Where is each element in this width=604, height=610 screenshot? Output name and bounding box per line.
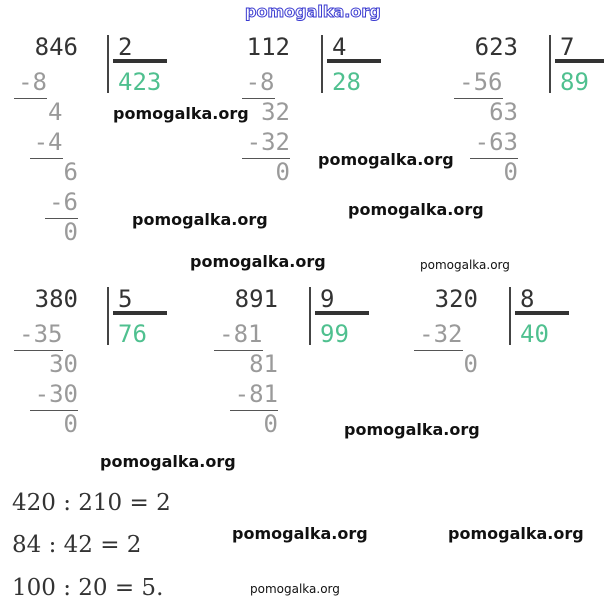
- quotient: 28: [332, 68, 361, 96]
- division-bar: [309, 287, 311, 345]
- watermark: pomogalka.org: [232, 524, 368, 543]
- divisor-underline: [327, 59, 381, 63]
- watermark: pomogalka.org: [344, 420, 480, 439]
- watermark: pomogalka.org: [100, 452, 236, 471]
- watermark: pomogalka.org: [250, 582, 340, 596]
- remainder: 0: [463, 350, 478, 378]
- divisor: 8: [520, 285, 535, 313]
- divisor: 7: [560, 33, 575, 61]
- remainder: 81: [249, 350, 278, 378]
- divisor-underline: [315, 311, 369, 315]
- quotient: 99: [320, 320, 349, 348]
- subtraction-line: [29, 410, 78, 411]
- subtrahend: -32: [246, 128, 290, 156]
- quotient: 40: [520, 320, 549, 348]
- watermark: pomogalka.org: [245, 2, 382, 22]
- remainder: 0: [275, 158, 290, 186]
- subtraction-line: [469, 158, 518, 159]
- subtrahend: -4: [33, 128, 63, 156]
- subtraction-line: [414, 350, 463, 351]
- subtraction-line: [229, 410, 278, 411]
- division-bar: [509, 287, 511, 345]
- subtraction-line: [14, 98, 47, 99]
- subtrahend: -30: [34, 380, 78, 408]
- subtrahend: -81: [219, 320, 263, 348]
- subtraction-line: [454, 98, 503, 99]
- division-bar: [549, 35, 551, 93]
- subtraction-line: [29, 158, 63, 159]
- remainder: 4: [48, 98, 63, 126]
- remainder: 0: [503, 158, 518, 186]
- remainder: 63: [489, 98, 518, 126]
- quotient: 76: [118, 320, 147, 348]
- quotient: 89: [560, 68, 589, 96]
- divisor: 2: [118, 33, 133, 61]
- subtrahend: -81: [234, 380, 278, 408]
- subtrahend: -35: [19, 320, 63, 348]
- divisor: 9: [320, 285, 335, 313]
- divisor-underline: [515, 311, 569, 315]
- remainder: 0: [63, 218, 78, 246]
- equation: 100 : 20 = 5.: [12, 575, 164, 601]
- subtrahend: -6: [49, 188, 78, 216]
- watermark: pomogalka.org: [448, 524, 584, 543]
- watermark: pomogalka.org: [348, 200, 484, 219]
- division-bar: [107, 287, 109, 345]
- watermark: pomogalka.org: [318, 150, 454, 169]
- subtraction-line: [214, 350, 263, 351]
- subtraction-line: [241, 158, 290, 159]
- equation: 420 : 210 = 2: [12, 490, 171, 516]
- remainder: 0: [263, 410, 278, 438]
- quotient: 423: [118, 68, 162, 96]
- division-bar: [321, 35, 323, 93]
- subtrahend: -8: [18, 68, 47, 96]
- remainder: 30: [49, 350, 78, 378]
- dividend: 891: [234, 285, 278, 313]
- subtraction-line: [45, 218, 78, 219]
- watermark: pomogalka.org: [132, 210, 268, 229]
- subtrahend: -56: [459, 68, 503, 96]
- dividend: 112: [246, 33, 290, 61]
- divisor-underline: [113, 59, 167, 63]
- subtrahend: -63: [474, 128, 518, 156]
- divisor: 5: [118, 285, 133, 313]
- remainder: 32: [261, 98, 290, 126]
- divisor-underline: [555, 59, 604, 63]
- watermark: pomogalka.org: [190, 252, 326, 271]
- dividend: 380: [34, 285, 78, 313]
- dividend: 846: [34, 33, 78, 61]
- dividend: 623: [474, 33, 518, 61]
- watermark: pomogalka.org: [420, 258, 510, 272]
- remainder: 0: [63, 410, 78, 438]
- remainder: 6: [63, 158, 78, 186]
- subtrahend: -32: [419, 320, 463, 348]
- divisor: 4: [332, 33, 347, 61]
- subtrahend: -8: [245, 68, 275, 96]
- divisor-underline: [113, 311, 167, 315]
- division-bar: [107, 35, 109, 93]
- subtraction-line: [241, 98, 275, 99]
- watermark: pomogalka.org: [113, 104, 249, 123]
- equation: 84 : 42 = 2: [12, 532, 142, 558]
- dividend: 320: [434, 285, 478, 313]
- subtraction-line: [14, 350, 63, 351]
